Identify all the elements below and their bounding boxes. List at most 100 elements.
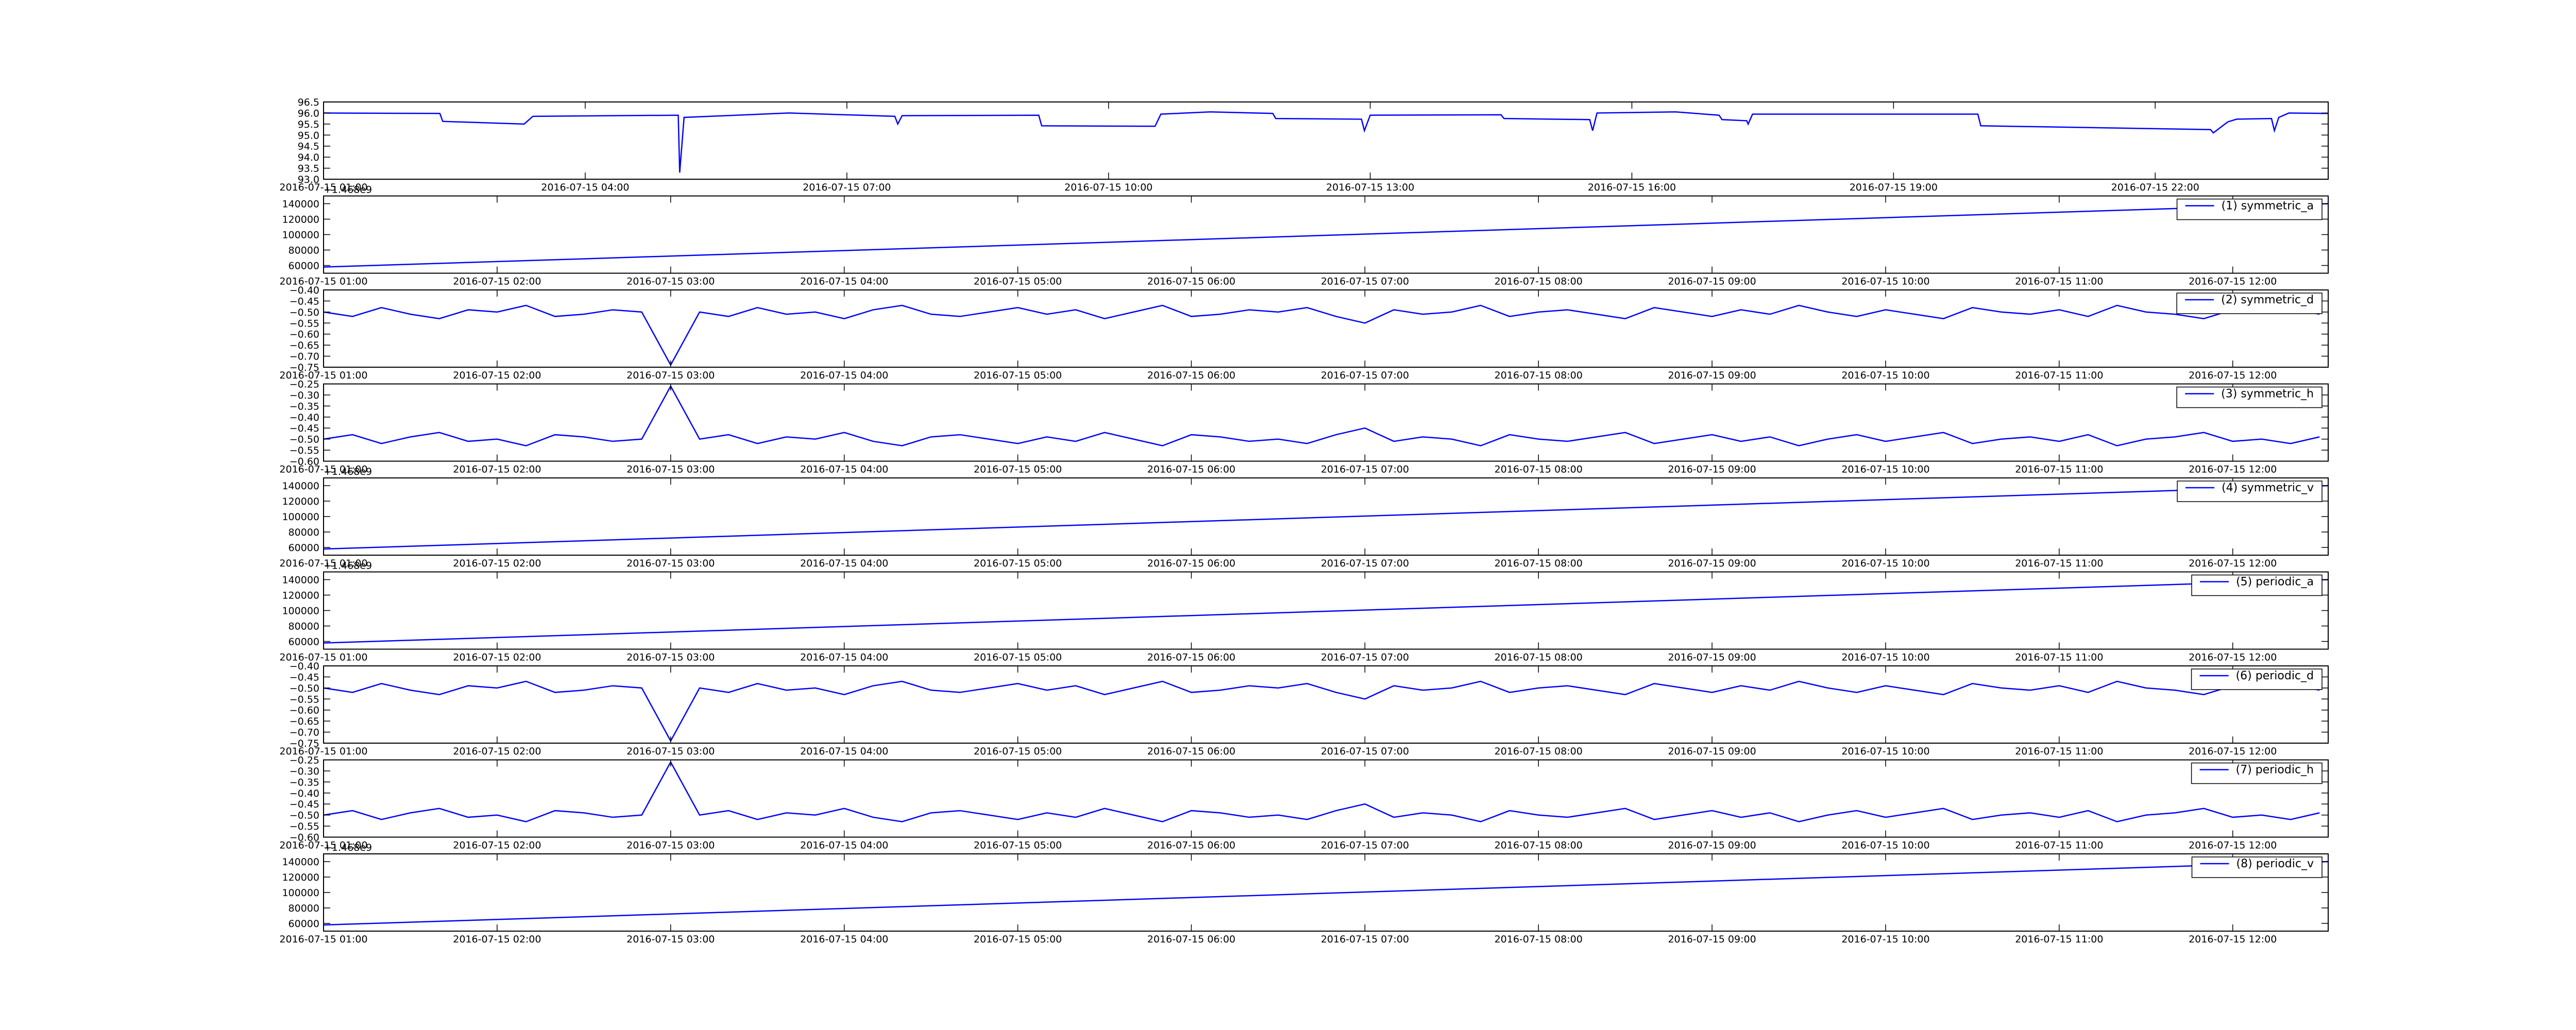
x-tick-label: 2016-07-15 01:00 bbox=[279, 558, 367, 569]
x-tick-label: 2016-07-15 04:00 bbox=[800, 840, 888, 851]
legend: (7) periodic_h bbox=[2191, 762, 2323, 784]
y-tick-label: −0.70 bbox=[290, 727, 319, 739]
x-tick-label: 2016-07-15 05:00 bbox=[974, 934, 1062, 945]
y-tick-label: 80000 bbox=[289, 527, 319, 538]
offset-label: +1.468e9 bbox=[324, 184, 372, 196]
x-tick-label: 2016-07-15 01:00 bbox=[279, 652, 367, 663]
x-tick-label: 2016-07-15 02:00 bbox=[453, 276, 541, 287]
x-tick-label: 2016-07-15 04:00 bbox=[800, 652, 888, 663]
x-tick-label: 2016-07-15 12:00 bbox=[2189, 370, 2277, 381]
x-tick-label: 2016-07-15 01:00 bbox=[279, 182, 367, 193]
x-tick-label: 2016-07-15 04:00 bbox=[800, 558, 888, 569]
legend: (8) periodic_v bbox=[2191, 856, 2323, 878]
x-tick-label: 2016-07-15 08:00 bbox=[1495, 652, 1583, 663]
y-tick-label: −0.65 bbox=[290, 340, 319, 351]
x-tick-label: 2016-07-15 08:00 bbox=[1495, 558, 1583, 569]
x-tick-label: 2016-07-15 10:00 bbox=[1841, 370, 1929, 381]
y-tick-label: 120000 bbox=[282, 590, 319, 602]
legend-label: (6) periodic_d bbox=[2236, 670, 2314, 682]
x-tick-label: 2016-07-15 01:00 bbox=[279, 276, 367, 287]
y-tick-label: −0.30 bbox=[290, 766, 319, 777]
y-tick-label: 96.5 bbox=[298, 97, 319, 108]
x-tick-label: 2016-07-15 05:00 bbox=[974, 370, 1062, 381]
y-tick-label: 140000 bbox=[282, 575, 319, 586]
y-tick-label: −0.35 bbox=[290, 401, 319, 412]
y-tick-label: −0.50 bbox=[290, 307, 319, 318]
subplot: −0.75−0.70−0.65−0.60−0.55−0.50−0.45−0.40… bbox=[279, 661, 2329, 757]
x-tick-label: 2016-07-15 03:00 bbox=[626, 558, 715, 569]
x-tick-label: 2016-07-15 09:00 bbox=[1668, 746, 1756, 757]
series-line bbox=[324, 203, 2328, 268]
x-tick-label: 2016-07-15 05:00 bbox=[974, 840, 1062, 851]
y-tick-label: −0.75 bbox=[290, 738, 319, 749]
y-tick-label: 120000 bbox=[282, 872, 319, 883]
y-tick-label: 94.5 bbox=[298, 141, 319, 152]
y-tick-label: 140000 bbox=[282, 199, 319, 210]
offset-label: +1.468e9 bbox=[324, 466, 372, 477]
x-tick-label: 2016-07-15 11:00 bbox=[2015, 934, 2103, 945]
x-tick-label: 2016-07-15 02:00 bbox=[453, 934, 541, 945]
x-tick-label: 2016-07-15 03:00 bbox=[626, 746, 715, 757]
x-tick-label: 2016-07-15 11:00 bbox=[2015, 840, 2103, 851]
x-tick-label: 2016-07-15 09:00 bbox=[1668, 558, 1756, 569]
y-tick-label: −0.40 bbox=[290, 285, 319, 296]
series-line bbox=[324, 579, 2328, 644]
legend-label: (2) symmetric_d bbox=[2221, 294, 2314, 306]
legend: (3) symmetric_h bbox=[2176, 386, 2323, 408]
axes-frame bbox=[323, 101, 2329, 180]
y-tick-label: 96.0 bbox=[298, 108, 319, 119]
legend-label: (8) periodic_v bbox=[2236, 857, 2314, 870]
subplot: 60000 80000 100000 120000 140000 2016-07-15 0… bbox=[279, 184, 2329, 287]
x-tick-label: 2016-07-15 10:00 bbox=[1841, 276, 1929, 287]
y-tick-label: −0.55 bbox=[290, 318, 319, 329]
axes-frame bbox=[323, 383, 2329, 462]
y-tick-label: −0.45 bbox=[290, 296, 319, 307]
legend-frame bbox=[2191, 574, 2323, 596]
x-tick-label: 2016-07-15 19:00 bbox=[1850, 182, 1938, 193]
x-tick-label: 2016-07-15 04:00 bbox=[800, 464, 888, 475]
y-tick-label: −0.55 bbox=[290, 694, 319, 705]
x-tick-label: 2016-07-15 12:00 bbox=[2189, 276, 2277, 287]
x-tick-label: 2016-07-15 01:00 bbox=[279, 370, 367, 381]
subplot: 60000 80000 100000 120000 140000 2016-07-15 0… bbox=[279, 842, 2329, 945]
x-tick-label: 2016-07-15 16:00 bbox=[1588, 182, 1676, 193]
series-line bbox=[324, 680, 2320, 743]
x-tick-label: 2016-07-15 02:00 bbox=[453, 558, 541, 569]
x-tick-label: 2016-07-15 03:00 bbox=[626, 370, 715, 381]
y-tick-label: −0.60 bbox=[290, 456, 319, 468]
x-tick-label: 2016-07-15 01:00 bbox=[279, 464, 367, 475]
offset-label: +1.468e9 bbox=[324, 560, 372, 572]
y-tick-label: 80000 bbox=[289, 903, 319, 914]
x-tick-label: 2016-07-15 10:00 bbox=[1841, 558, 1929, 569]
x-tick-label: 2016-07-15 04:00 bbox=[800, 370, 888, 381]
legend-frame bbox=[2177, 480, 2323, 502]
y-tick-label: −0.55 bbox=[290, 445, 319, 456]
x-tick-label: 2016-07-15 01:00 bbox=[279, 746, 367, 757]
x-tick-label: 2016-07-15 07:00 bbox=[1321, 464, 1409, 475]
x-tick-label: 2016-07-15 02:00 bbox=[453, 840, 541, 851]
x-tick-label: 2016-07-15 01:00 bbox=[279, 840, 367, 851]
x-tick-label: 2016-07-15 05:00 bbox=[974, 652, 1062, 663]
legend-frame bbox=[2176, 293, 2323, 314]
x-tick-label: 2016-07-15 05:00 bbox=[974, 464, 1062, 475]
x-tick-label: 2016-07-15 07:00 bbox=[1321, 276, 1409, 287]
x-tick-label: 2016-07-15 02:00 bbox=[453, 464, 541, 475]
y-tick-label: −0.55 bbox=[290, 821, 319, 832]
x-tick-label: 2016-07-15 02:00 bbox=[453, 652, 541, 663]
y-tick-label: 95.0 bbox=[298, 130, 319, 141]
x-tick-label: 2016-07-15 09:00 bbox=[1668, 652, 1756, 663]
x-tick-label: 2016-07-15 02:00 bbox=[453, 746, 541, 757]
x-tick-label: 2016-07-15 06:00 bbox=[1147, 558, 1235, 569]
x-tick-label: 2016-07-15 07:00 bbox=[1321, 370, 1409, 381]
y-tick-label: 140000 bbox=[282, 856, 319, 868]
axes-frame bbox=[323, 759, 2329, 838]
x-tick-label: 2016-07-15 12:00 bbox=[2189, 558, 2277, 569]
y-tick-label: 100000 bbox=[282, 230, 319, 241]
legend: (6) periodic_d bbox=[2191, 668, 2323, 690]
x-tick-label: 2016-07-15 07:00 bbox=[1321, 558, 1409, 569]
y-tick-label: 140000 bbox=[282, 480, 319, 492]
x-tick-label: 2016-07-15 06:00 bbox=[1147, 652, 1235, 663]
y-tick-label: −0.50 bbox=[290, 434, 319, 445]
